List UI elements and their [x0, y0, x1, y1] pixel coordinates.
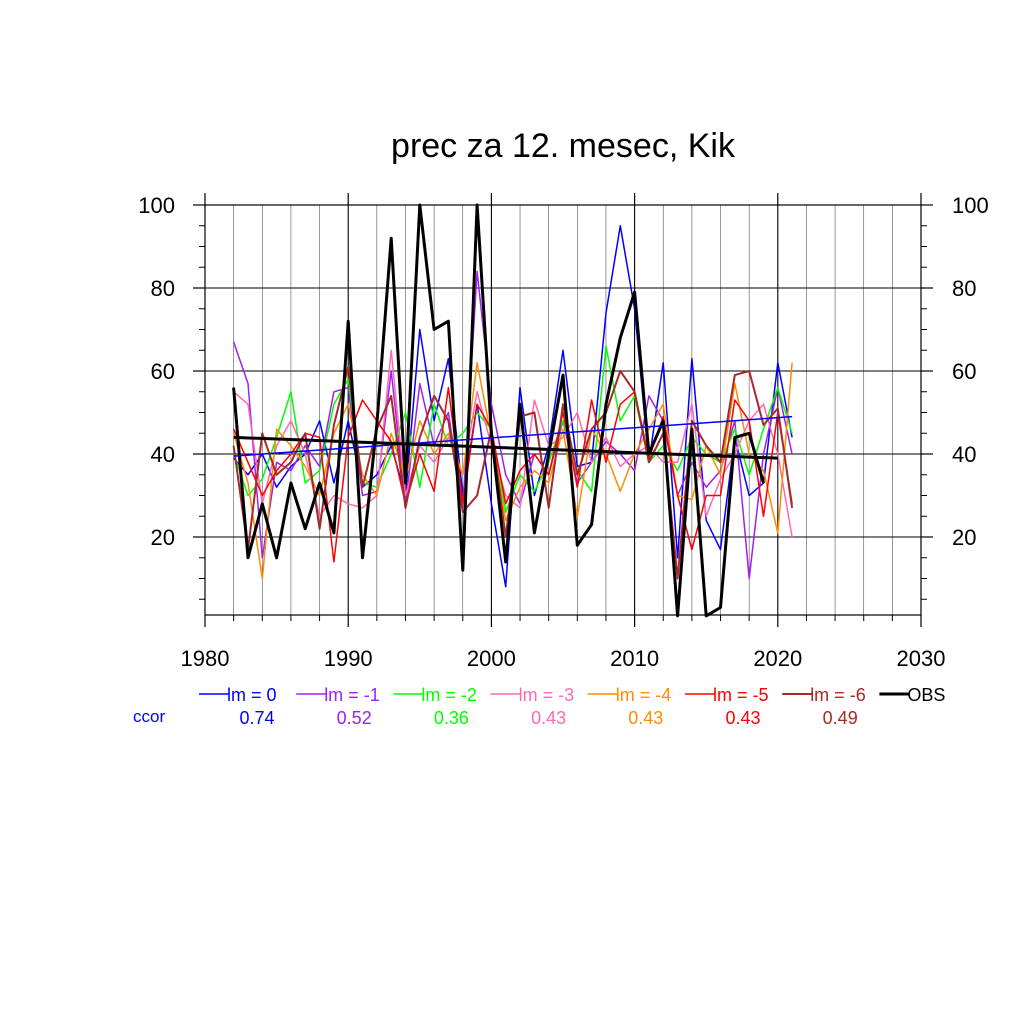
y-tick-label-right: 40 [952, 442, 976, 467]
legend-ccor-value: 0.52 [337, 708, 372, 728]
legend-label: lm = 0 [227, 685, 277, 705]
legend-label: lm = -1 [324, 685, 380, 705]
y-tick-label-right: 80 [952, 276, 976, 301]
legend-ccor-value: 0.49 [823, 708, 858, 728]
plot-frame [204, 204, 922, 616]
x-tick-label: 2000 [467, 646, 516, 671]
legend-label: lm = -3 [519, 685, 575, 705]
x-tick-label: 1990 [324, 646, 373, 671]
y-tick-label-left: 80 [151, 276, 175, 301]
legend-ccor-value: 0.74 [239, 708, 274, 728]
legend-ccor-value: 0.36 [434, 708, 469, 728]
legend-ccor-value: 0.43 [531, 708, 566, 728]
series-layer [232, 203, 794, 618]
chart-title: prec za 12. mesec, Kik [391, 127, 736, 165]
x-tick-label: 1980 [181, 646, 230, 671]
x-tick-label: 2020 [753, 646, 802, 671]
series-line-obs [232, 203, 765, 618]
x-tick-label: 2010 [610, 646, 659, 671]
legend-label: lm = -5 [713, 685, 769, 705]
y-tick-label-right: 100 [952, 193, 989, 218]
x-tick-label: 2030 [897, 646, 946, 671]
legend: ccor lm = 0 0.74 lm = -1 0.52 lm = -2 0.36 lm =… [133, 685, 945, 728]
y-tick-label-left: 60 [151, 359, 175, 384]
y-tick-label-left: 100 [138, 193, 175, 218]
series-line-lm-0 [233, 225, 793, 588]
legend-label: OBS [907, 685, 945, 705]
trend-line [233, 435, 778, 460]
legend-label: lm = -2 [421, 685, 477, 705]
y-tick-label-right: 60 [952, 359, 976, 384]
y-tick-label-left: 20 [151, 525, 175, 550]
y-tick-label-right: 20 [952, 525, 976, 550]
trend-line [233, 415, 793, 457]
legend-label: lm = -4 [616, 685, 672, 705]
legend-ccor-value: 0.43 [628, 708, 663, 728]
legend-ccor-value: 0.43 [725, 708, 760, 728]
trend-layer [233, 415, 793, 460]
y-tick-label-left: 40 [151, 442, 175, 467]
ccor-label: ccor [133, 707, 165, 726]
legend-label: lm = -6 [810, 685, 866, 705]
series-line-lm-4 [232, 361, 793, 580]
